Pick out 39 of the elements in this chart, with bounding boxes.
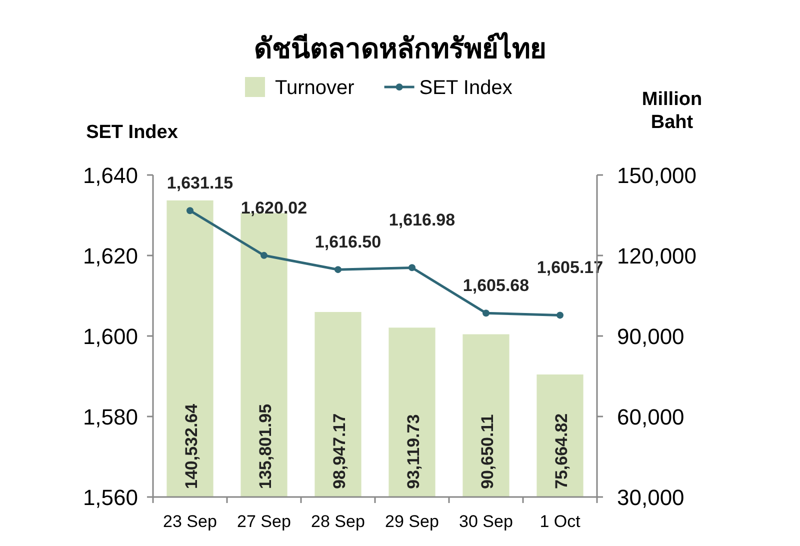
y-tick-label: 1,640: [82, 163, 138, 188]
y-tick-label: 1,560: [82, 485, 138, 510]
y-tick-label: 1,600: [82, 324, 138, 349]
point: [482, 310, 490, 317]
y2-axis-title: Million Baht: [642, 89, 702, 133]
y2-tick-label: 90,000: [617, 324, 684, 349]
x-tick-label: 23 Sep: [163, 512, 217, 531]
point: [260, 252, 268, 259]
y2-tick-label: 120,000: [617, 244, 697, 268]
data-label: 135,801.95: [256, 404, 275, 489]
x-tick-label: 27 Sep: [237, 512, 291, 531]
x-tick-label: 1 Oct: [540, 512, 581, 531]
x-tick-label: 28 Sep: [311, 512, 365, 531]
data-label: 1,605.17: [536, 258, 604, 278]
data-label: 1,605.68: [462, 276, 530, 296]
y-axis-title: SET Index: [86, 122, 178, 143]
data-label: 90,650.11: [478, 414, 497, 489]
data-label: 1,616.50: [314, 232, 382, 252]
y-tick-label: 1,620: [82, 244, 138, 268]
x-tick-label: 30 Sep: [459, 512, 513, 531]
point: [556, 312, 564, 319]
legend-label: Turnover: [275, 77, 355, 99]
data-label: 1,616.98: [388, 210, 456, 230]
chart-title: ดัชนีตลาดหลักทรัพย์ไทย: [254, 32, 546, 64]
point: [334, 266, 342, 274]
data-label: 140,532.64: [182, 403, 201, 489]
point: [186, 207, 194, 214]
data-label: 93,119.73: [404, 414, 423, 489]
data-label: 75,664.82: [552, 413, 571, 489]
y-tick-label: 1,580: [82, 404, 138, 430]
x-tick-label: 29 Sep: [385, 512, 439, 531]
y2-tick-label: 60,000: [617, 404, 684, 430]
y2-tick-label: 150,000: [617, 163, 697, 188]
legend-label: SET Index: [419, 77, 512, 99]
data-label: 1,631.15: [166, 174, 234, 193]
point: [408, 264, 416, 272]
y2-tick-label: 30,000: [617, 485, 684, 510]
data-label: 98,947.17: [330, 413, 349, 489]
data-label: 1,620.02: [240, 198, 308, 218]
